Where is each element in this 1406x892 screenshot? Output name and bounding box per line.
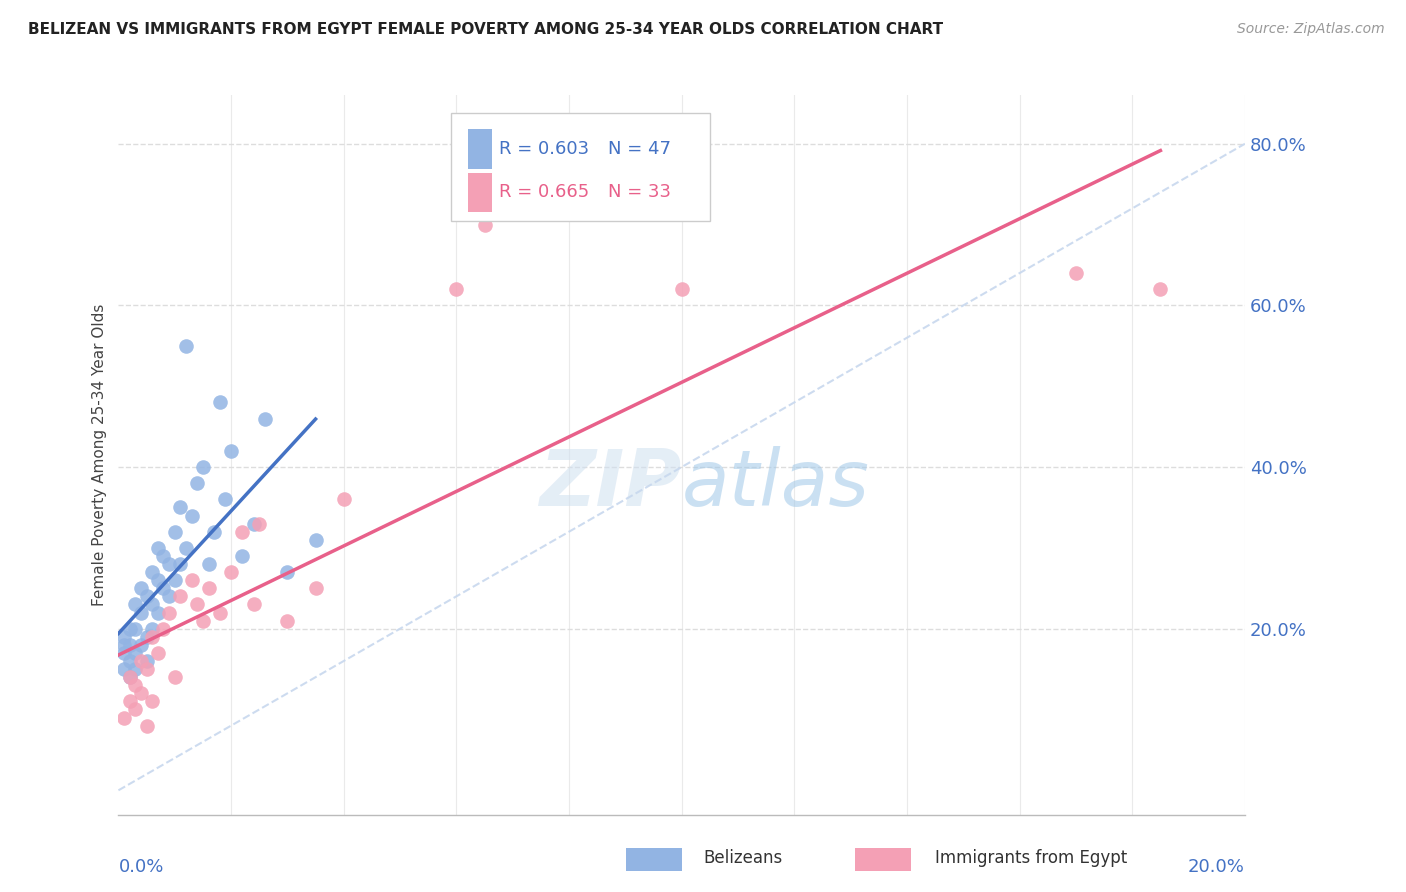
Point xyxy=(152,549,174,563)
Point xyxy=(247,516,270,531)
Point xyxy=(231,524,253,539)
Text: Belizeans: Belizeans xyxy=(703,849,782,867)
Point xyxy=(129,581,152,595)
Text: BELIZEAN VS IMMIGRANTS FROM EGYPT FEMALE POVERTY AMONG 25-34 YEAR OLDS CORRELATI: BELIZEAN VS IMMIGRANTS FROM EGYPT FEMALE… xyxy=(28,22,943,37)
Point xyxy=(186,476,208,491)
Point xyxy=(174,541,197,555)
Text: atlas: atlas xyxy=(682,446,869,522)
Point xyxy=(135,590,157,604)
Text: N = 33: N = 33 xyxy=(609,184,672,202)
Point xyxy=(129,686,152,700)
Point xyxy=(118,670,141,684)
Text: R = 0.665: R = 0.665 xyxy=(499,184,589,202)
Point xyxy=(112,662,135,676)
Text: 20.0%: 20.0% xyxy=(1188,858,1244,876)
Point xyxy=(208,395,231,409)
Point xyxy=(118,654,141,668)
Point xyxy=(197,557,219,571)
Point xyxy=(152,622,174,636)
Point xyxy=(146,541,169,555)
Y-axis label: Female Poverty Among 25-34 Year Olds: Female Poverty Among 25-34 Year Olds xyxy=(93,304,107,606)
Point xyxy=(1149,282,1171,296)
Point xyxy=(191,460,214,475)
Point xyxy=(135,630,157,644)
FancyBboxPatch shape xyxy=(451,113,710,221)
Point xyxy=(124,646,146,660)
Point xyxy=(163,524,186,539)
Point xyxy=(253,411,276,425)
Point xyxy=(231,549,253,563)
Point xyxy=(141,630,163,644)
Point xyxy=(124,598,146,612)
Point xyxy=(174,339,197,353)
Point xyxy=(197,581,219,595)
Point xyxy=(124,662,146,676)
Bar xyxy=(468,129,492,169)
Point xyxy=(124,622,146,636)
Point xyxy=(112,710,135,724)
Point xyxy=(163,670,186,684)
Point xyxy=(146,606,169,620)
Point xyxy=(157,606,180,620)
Point xyxy=(135,654,157,668)
Point xyxy=(141,694,163,708)
Point xyxy=(169,557,191,571)
Point xyxy=(118,622,141,636)
Point xyxy=(146,573,169,587)
Text: Immigrants from Egypt: Immigrants from Egypt xyxy=(935,849,1128,867)
Point xyxy=(219,443,242,458)
Point xyxy=(180,508,202,523)
Point xyxy=(191,614,214,628)
Bar xyxy=(468,173,492,212)
Point xyxy=(129,654,152,668)
Point xyxy=(163,573,186,587)
Point xyxy=(242,598,264,612)
Text: 0.0%: 0.0% xyxy=(118,858,165,876)
Point xyxy=(1064,266,1087,280)
Point xyxy=(304,533,326,547)
Point xyxy=(304,581,326,595)
Point xyxy=(135,662,157,676)
Point xyxy=(180,573,202,587)
Point xyxy=(242,516,264,531)
Point xyxy=(332,492,354,507)
Point xyxy=(112,630,135,644)
Point xyxy=(671,282,693,296)
Point xyxy=(214,492,236,507)
Point xyxy=(118,670,141,684)
Point xyxy=(146,646,169,660)
Point xyxy=(124,678,146,692)
Point xyxy=(141,565,163,579)
Text: ZIP: ZIP xyxy=(540,446,682,522)
Point xyxy=(219,565,242,579)
Point xyxy=(169,500,191,515)
Text: R = 0.603: R = 0.603 xyxy=(499,140,589,158)
Point xyxy=(276,614,298,628)
Point xyxy=(129,606,152,620)
Point xyxy=(118,694,141,708)
Point xyxy=(276,565,298,579)
Point xyxy=(112,646,135,660)
Point xyxy=(169,590,191,604)
Point xyxy=(474,218,496,232)
Point xyxy=(141,598,163,612)
Point xyxy=(186,598,208,612)
Point xyxy=(157,557,180,571)
Point xyxy=(141,622,163,636)
Point xyxy=(202,524,225,539)
Point xyxy=(124,702,146,716)
Point xyxy=(112,638,135,652)
Point xyxy=(152,581,174,595)
Point xyxy=(208,606,231,620)
Point xyxy=(129,638,152,652)
Point xyxy=(118,638,141,652)
Point xyxy=(446,282,468,296)
Text: Source: ZipAtlas.com: Source: ZipAtlas.com xyxy=(1237,22,1385,37)
Point xyxy=(135,719,157,733)
Point xyxy=(157,590,180,604)
Text: N = 47: N = 47 xyxy=(609,140,672,158)
